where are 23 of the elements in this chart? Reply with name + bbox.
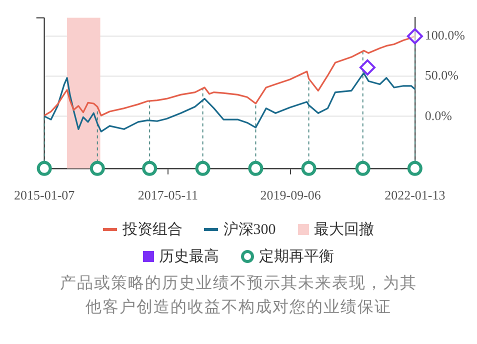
y-tick-label: 50.0% — [424, 68, 459, 83]
point — [142, 160, 158, 176]
text: 产品或策略的历史业绩不预示其未来表现，为其他客户创造的收益不构成对您的业绩保证 — [59, 274, 418, 318]
point — [195, 160, 210, 176]
legend-label: 最大回撤 — [314, 220, 374, 239]
legend-label: 投资组合 — [122, 220, 182, 239]
point — [36, 160, 52, 176]
point — [406, 28, 423, 44]
x-tick-label: 2019-09-06 — [260, 188, 322, 203]
point — [355, 160, 370, 176]
point — [90, 160, 105, 176]
legend-label: 沪深300 — [223, 220, 276, 239]
point — [301, 160, 316, 176]
x-tick-label: 2017-05-11 — [138, 188, 198, 203]
x-tick-label: 2015-01-07 — [14, 188, 76, 203]
point — [248, 160, 264, 176]
x-tick-label: 2022-01-13 — [384, 188, 446, 203]
point — [407, 160, 422, 176]
y-tick-label: 0.0% — [424, 108, 452, 123]
legend-label: 定期再平衡 — [259, 247, 334, 266]
point — [359, 59, 376, 76]
y-tick-label: 100.0% — [424, 28, 466, 43]
legend-label: 历史最高 — [159, 247, 219, 266]
